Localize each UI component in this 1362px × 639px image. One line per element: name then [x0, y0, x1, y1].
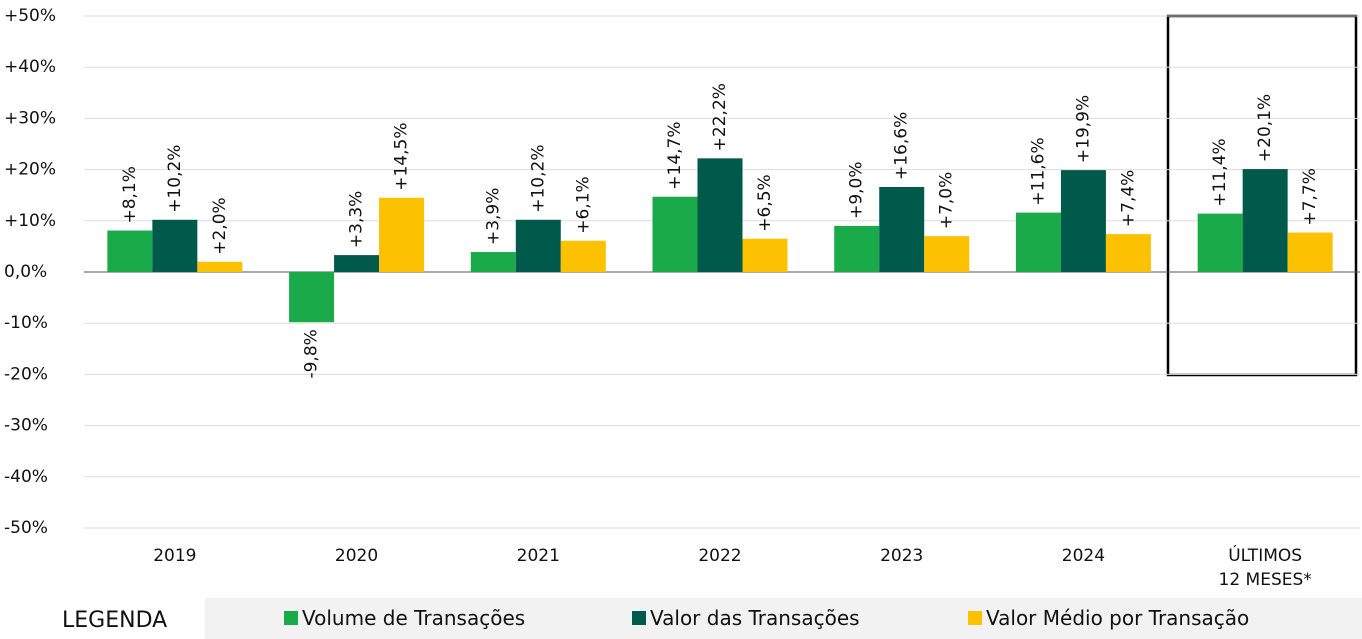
y-tick-label: +50% [4, 6, 56, 26]
x-tick-label: 2021 [516, 546, 560, 566]
y-tick-label: -50% [4, 518, 48, 538]
bar [379, 197, 425, 272]
data-label: +11,6% [1028, 137, 1048, 205]
data-label: +20,1% [1255, 94, 1275, 162]
data-label: +14,5% [392, 123, 412, 191]
bar [1197, 213, 1243, 272]
bar [334, 255, 380, 272]
data-label: -9,8% [302, 329, 322, 378]
bar [1105, 234, 1151, 272]
data-label: +7,4% [1118, 170, 1138, 227]
legend-title: LEGENDA [62, 608, 168, 633]
grid [84, 15, 1360, 529]
bar [152, 219, 198, 272]
y-tick-label: +10% [4, 211, 56, 231]
x-tick-label: 2023 [880, 546, 924, 566]
bar [1060, 170, 1106, 272]
data-label: +10,2% [165, 145, 185, 213]
data-label: +8,1% [120, 166, 140, 223]
legend-swatch [968, 611, 982, 625]
bar [879, 187, 925, 272]
legend-label: Valor Médio por Transação [986, 606, 1250, 630]
chart: +50% +40% +30% +20% +10% 0,0% -10% -20% -30% -40%… [4, 6, 1360, 538]
bar [515, 219, 561, 272]
y-tick-label: +20% [4, 160, 56, 180]
bar [834, 225, 880, 272]
data-label: +10,2% [528, 145, 548, 213]
bar [742, 238, 788, 272]
legend-swatch [284, 611, 298, 625]
data-label: +7,7% [1300, 168, 1320, 225]
legend-label: Volume de Transações [302, 606, 526, 630]
x-tick-label: 2024 [1061, 546, 1106, 566]
data-label: +2,0% [210, 197, 230, 254]
bar [924, 236, 970, 272]
legend-item: Volume de Transações [284, 606, 525, 630]
data-label: +11,4% [1210, 138, 1230, 206]
bar [652, 196, 698, 272]
y-tick-label: +30% [4, 108, 56, 128]
legend-swatch [632, 611, 646, 625]
x-tick-label: ÚLTIMOS 12 MESES* [1218, 546, 1312, 590]
data-label: +16,6% [892, 112, 912, 180]
data-label: +19,9% [1073, 95, 1093, 163]
y-tick-label: 0,0% [4, 262, 47, 282]
data-label: +3,9% [483, 188, 503, 245]
legend-background [205, 598, 1362, 639]
bar [560, 240, 606, 272]
legend-item: Valor das Transações [632, 606, 860, 630]
data-label: +6,5% [755, 174, 775, 231]
y-tick-label: -40% [4, 467, 48, 487]
y-tick-label: -30% [4, 416, 48, 436]
bar [470, 252, 516, 272]
x-tick-label: 2019 [153, 546, 197, 566]
bar [1242, 169, 1288, 272]
bar [1287, 232, 1333, 272]
bar [1015, 212, 1061, 272]
legend-label: Valor das Transações [650, 606, 860, 630]
legend-item: Valor Médio por Transação [968, 606, 1249, 630]
y-tick-label: -20% [4, 364, 48, 384]
x-tick-label: 2020 [334, 546, 379, 566]
bar [197, 261, 243, 272]
y-tick-label: -10% [4, 313, 48, 333]
data-label: +3,3% [347, 191, 367, 248]
data-label: +9,0% [847, 161, 867, 218]
bar [289, 272, 335, 323]
y-tick-label: +40% [4, 57, 56, 77]
data-label: +7,0% [937, 172, 957, 229]
bar [697, 158, 743, 272]
data-label: +6,1% [573, 176, 593, 233]
data-label: +14,7% [665, 121, 685, 189]
bar [107, 230, 153, 272]
data-label: +22,2% [710, 83, 730, 151]
x-tick-label: 2022 [698, 546, 742, 566]
